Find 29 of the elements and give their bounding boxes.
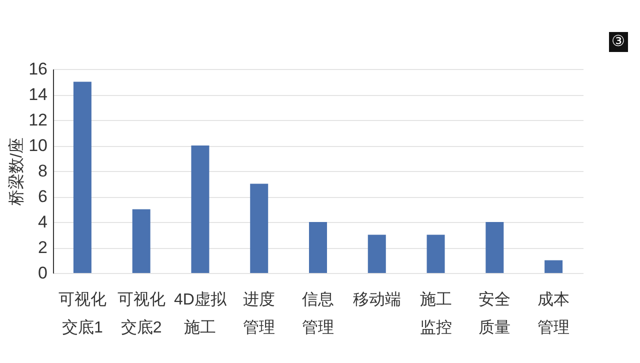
y-tick-label: 4 [38, 212, 48, 232]
x-tick-label: 施工监控 [420, 290, 452, 336]
y-tick-label: 12 [28, 110, 48, 130]
y-tick-label: 10 [28, 136, 48, 155]
y-tick-label: 14 [28, 85, 48, 104]
x-tick-label: 移动端 [352, 290, 401, 308]
bar [132, 209, 150, 273]
y-tick-label: 0 [38, 264, 48, 282]
x-tick-label: 信息管理 [302, 290, 334, 336]
bar [250, 184, 268, 273]
y-tick-label: 16 [28, 60, 48, 78]
x-tick-label: 4D虚拟施工 [174, 290, 228, 336]
bar [309, 222, 327, 273]
text: ③ [608, 32, 628, 52]
y-axis-title: 桥梁数/座 [8, 137, 26, 207]
bar [426, 234, 445, 273]
x-tick-label: 可视化交底2 [117, 290, 166, 336]
bar [486, 222, 504, 273]
bar [368, 234, 386, 273]
y-tick-label: 6 [38, 187, 48, 206]
bar [544, 260, 563, 273]
x-tick-label: 成本管理 [538, 290, 570, 336]
x-tick-label: 可视化交底1 [58, 290, 106, 336]
bar [73, 82, 92, 273]
y-tick-label: 8 [38, 162, 48, 180]
x-tick-label: 进度管理 [243, 290, 276, 336]
x-tick-label: 安全质量 [478, 290, 511, 336]
bar [191, 146, 210, 273]
y-tick-label: 2 [38, 238, 48, 257]
